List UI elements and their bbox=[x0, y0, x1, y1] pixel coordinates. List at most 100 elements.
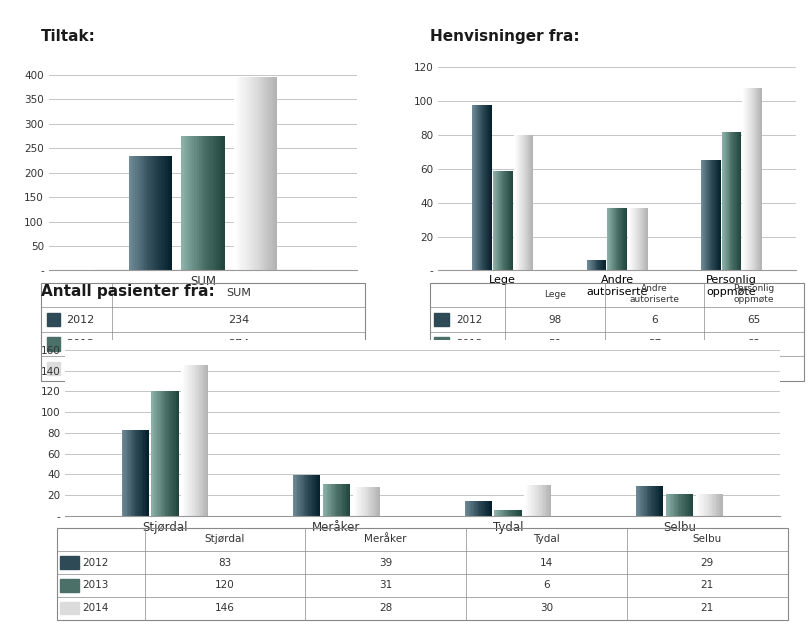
Bar bbox=[348, 484, 350, 516]
Bar bbox=[307, 476, 309, 516]
Bar bbox=[514, 135, 515, 270]
Bar bbox=[721, 131, 722, 270]
Bar bbox=[657, 486, 659, 516]
Bar bbox=[488, 501, 490, 516]
Bar bbox=[518, 135, 519, 270]
Bar bbox=[138, 430, 139, 516]
Bar bbox=[506, 509, 508, 516]
Bar bbox=[495, 170, 496, 270]
Bar bbox=[275, 77, 277, 270]
Bar bbox=[169, 391, 170, 516]
Bar bbox=[139, 156, 142, 270]
Bar bbox=[476, 104, 477, 270]
Bar bbox=[530, 135, 532, 270]
Bar bbox=[365, 487, 366, 516]
Bar bbox=[183, 136, 186, 270]
Bar bbox=[266, 77, 268, 270]
Bar bbox=[756, 87, 757, 270]
Bar bbox=[504, 170, 505, 270]
Bar bbox=[611, 208, 612, 270]
Bar bbox=[645, 486, 646, 516]
Bar bbox=[486, 501, 487, 516]
Bar bbox=[319, 476, 320, 516]
Bar bbox=[132, 430, 134, 516]
Bar bbox=[253, 77, 255, 270]
Bar bbox=[305, 476, 307, 516]
Bar bbox=[257, 77, 260, 270]
Bar bbox=[298, 476, 299, 516]
Bar bbox=[474, 501, 476, 516]
Bar bbox=[593, 260, 594, 270]
Bar bbox=[616, 208, 617, 270]
Bar bbox=[746, 87, 747, 270]
Text: 21: 21 bbox=[700, 581, 713, 591]
Bar bbox=[706, 494, 707, 516]
Bar bbox=[483, 501, 484, 516]
Bar bbox=[513, 135, 514, 270]
Text: 146: 146 bbox=[215, 603, 234, 613]
Bar bbox=[472, 104, 473, 270]
Bar bbox=[324, 484, 325, 516]
Text: 83: 83 bbox=[218, 557, 231, 567]
Bar bbox=[667, 494, 669, 516]
Bar bbox=[299, 476, 301, 516]
Bar bbox=[272, 77, 275, 270]
Bar bbox=[242, 77, 244, 270]
Bar bbox=[477, 104, 478, 270]
Text: 2012: 2012 bbox=[456, 314, 483, 325]
Bar bbox=[684, 494, 685, 516]
Bar bbox=[176, 391, 177, 516]
Bar bbox=[524, 135, 525, 270]
Bar bbox=[714, 494, 715, 516]
Bar bbox=[596, 260, 597, 270]
Bar bbox=[642, 208, 643, 270]
Bar bbox=[159, 156, 161, 270]
Bar bbox=[196, 136, 199, 270]
Text: Meråker: Meråker bbox=[364, 533, 406, 543]
Bar bbox=[262, 77, 264, 270]
Bar bbox=[327, 484, 328, 516]
Bar bbox=[511, 170, 512, 270]
Bar bbox=[61, 602, 79, 615]
Bar bbox=[378, 487, 380, 516]
Bar bbox=[526, 485, 528, 516]
Bar bbox=[313, 476, 315, 516]
Bar bbox=[47, 362, 60, 375]
Bar bbox=[496, 509, 498, 516]
Text: 37: 37 bbox=[647, 364, 660, 374]
Bar bbox=[758, 87, 759, 270]
Bar bbox=[187, 136, 190, 270]
Bar bbox=[191, 365, 192, 516]
Bar bbox=[705, 494, 706, 516]
Bar bbox=[317, 476, 319, 516]
Bar bbox=[687, 494, 689, 516]
Text: 120: 120 bbox=[215, 581, 234, 591]
Bar bbox=[354, 487, 355, 516]
Bar bbox=[508, 509, 510, 516]
Bar bbox=[131, 156, 133, 270]
Bar bbox=[529, 485, 530, 516]
Text: 234: 234 bbox=[228, 314, 249, 325]
Bar bbox=[478, 501, 480, 516]
Bar bbox=[630, 208, 631, 270]
Bar bbox=[589, 260, 590, 270]
Bar bbox=[639, 208, 640, 270]
Bar bbox=[476, 501, 478, 516]
Bar bbox=[752, 87, 753, 270]
Bar bbox=[528, 135, 529, 270]
Bar bbox=[703, 160, 704, 270]
Bar bbox=[222, 136, 225, 270]
Bar bbox=[240, 77, 242, 270]
Bar bbox=[675, 494, 676, 516]
Bar bbox=[197, 365, 199, 516]
Bar bbox=[714, 160, 716, 270]
Bar bbox=[192, 136, 194, 270]
Bar bbox=[613, 208, 615, 270]
Bar bbox=[129, 156, 131, 270]
Bar bbox=[537, 485, 539, 516]
Bar bbox=[534, 485, 536, 516]
Bar bbox=[653, 486, 654, 516]
Bar bbox=[747, 87, 749, 270]
Bar bbox=[377, 487, 378, 516]
Text: Antall pasienter fra:: Antall pasienter fra: bbox=[41, 284, 214, 299]
